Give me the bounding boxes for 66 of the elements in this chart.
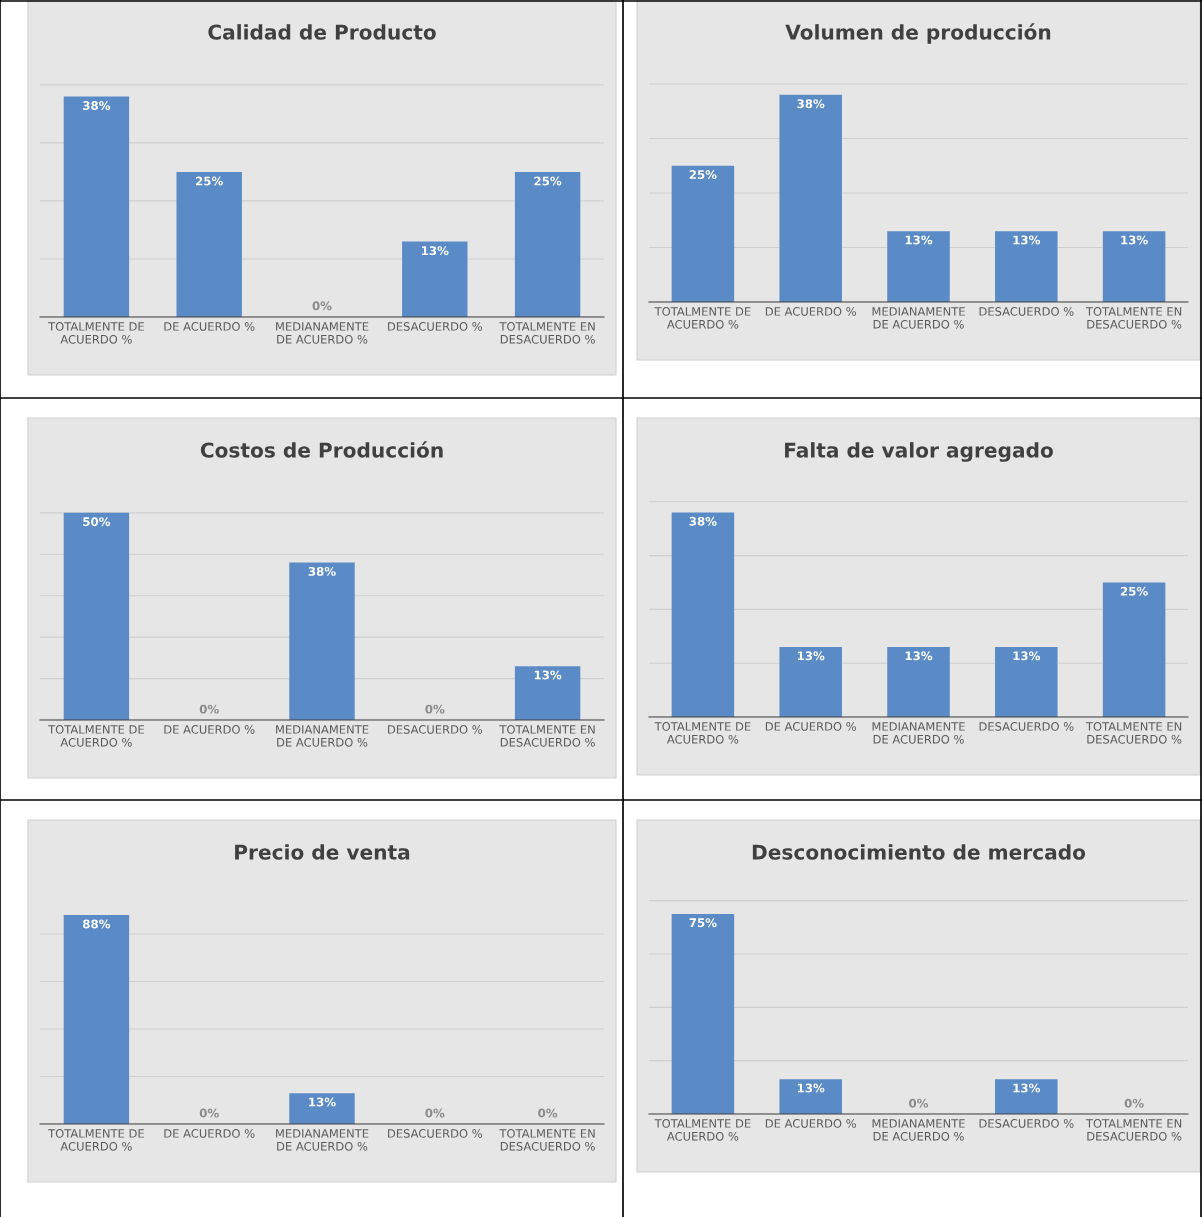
- chart-title: Volumen de producción: [785, 23, 1051, 44]
- data-label: 13%: [905, 235, 933, 245]
- data-label: 25%: [534, 176, 562, 186]
- data-label: 38%: [797, 99, 825, 109]
- data-label: 38%: [308, 566, 336, 576]
- data-label: 38%: [83, 101, 111, 111]
- x-tick-label: TOTALMENTE DE ACUERDO %: [654, 307, 751, 329]
- data-label: 25%: [689, 170, 717, 179]
- chart-title: Desconocimiento de mercado: [752, 844, 1086, 860]
- chart-title: Calidad de Producto: [208, 24, 436, 40]
- data-label: 38%: [689, 516, 717, 526]
- data-label: 13%: [309, 1097, 336, 1107]
- x-tick-label: DE ACUERDO %: [765, 1119, 856, 1128]
- data-label: 13%: [797, 651, 825, 661]
- data-label: 13%: [534, 670, 562, 680]
- x-tick-label: TOTALMENTE EN DESACUERDO %: [1085, 307, 1182, 329]
- x-tick-label: DESACUERDO %: [979, 1119, 1074, 1128]
- data-label: 13%: [422, 246, 449, 256]
- data-label: 25%: [196, 176, 223, 186]
- x-tick-label: MEDIANAMENTE DE ACUERDO %: [276, 725, 369, 747]
- chart-title: Precio de venta: [235, 844, 410, 860]
- data-label: 13%: [797, 1083, 825, 1093]
- data-label: 13%: [1013, 651, 1041, 661]
- x-tick-label: TOTALMENTE EN DESACUERDO %: [499, 725, 595, 747]
- x-tick-label: DE ACUERDO %: [164, 1129, 255, 1138]
- data-label: 0%: [425, 704, 445, 714]
- data-label: 88%: [82, 919, 111, 929]
- data-label: 13%: [1013, 1083, 1041, 1093]
- x-tick-label: MEDIANAMENTE DE ACUERDO %: [872, 1119, 965, 1141]
- x-tick-label: DESACUERDO %: [979, 722, 1074, 731]
- data-label: 75%: [689, 918, 717, 928]
- chart-title: Costos de Producción: [200, 441, 443, 458]
- x-tick-label: TOTALMENTE DE ACUERDO %: [48, 725, 144, 747]
- x-tick-label: DESACUERDO %: [388, 1129, 483, 1138]
- data-label: 0%: [425, 1108, 445, 1118]
- x-tick-label: MEDIANAMENTE DE ACUERDO %: [872, 307, 965, 329]
- data-label: 25%: [1120, 586, 1148, 596]
- x-tick-label: MEDIANAMENTE DE ACUERDO %: [276, 322, 369, 344]
- data-label: 0%: [312, 301, 332, 311]
- x-tick-label: MEDIANAMENTE DE ACUERDO %: [276, 1129, 369, 1151]
- x-tick-label: TOTALMENTE DE ACUERDO %: [48, 1129, 144, 1151]
- x-tick-label: TOTALMENTE DE ACUERDO %: [654, 722, 751, 744]
- x-tick-label: TOTALMENTE EN DESACUERDO %: [1085, 722, 1182, 744]
- x-tick-label: DE ACUERDO %: [765, 307, 856, 316]
- x-tick-label: MEDIANAMENTE DE ACUERDO %: [872, 722, 965, 744]
- x-tick-label: TOTALMENTE DE ACUERDO %: [48, 322, 144, 344]
- data-label: 50%: [83, 517, 111, 527]
- data-label: 0%: [909, 1098, 929, 1108]
- x-tick-label: DESACUERDO %: [388, 322, 483, 331]
- data-label: 0%: [1124, 1098, 1144, 1108]
- data-label: 0%: [538, 1108, 558, 1118]
- data-label: 13%: [1121, 235, 1148, 245]
- data-label: 0%: [199, 704, 219, 714]
- x-tick-label: DE ACUERDO %: [164, 322, 255, 331]
- chart-title: Falta de valor agregado: [785, 442, 1053, 462]
- data-label: 0%: [199, 1108, 219, 1118]
- x-tick-label: DE ACUERDO %: [765, 722, 856, 731]
- x-tick-label: DESACUERDO %: [388, 725, 483, 734]
- data-label: 13%: [905, 651, 933, 661]
- x-tick-label: DE ACUERDO %: [164, 725, 255, 734]
- x-tick-label: TOTALMENTE EN DESACUERDO %: [1085, 1119, 1182, 1141]
- x-tick-label: TOTALMENTE DE ACUERDO %: [654, 1119, 751, 1141]
- data-label: 13%: [1013, 235, 1041, 245]
- x-tick-label: DESACUERDO %: [979, 307, 1074, 316]
- x-tick-label: TOTALMENTE EN DESACUERDO %: [499, 1129, 595, 1151]
- x-tick-label: TOTALMENTE EN DESACUERDO %: [499, 322, 595, 344]
